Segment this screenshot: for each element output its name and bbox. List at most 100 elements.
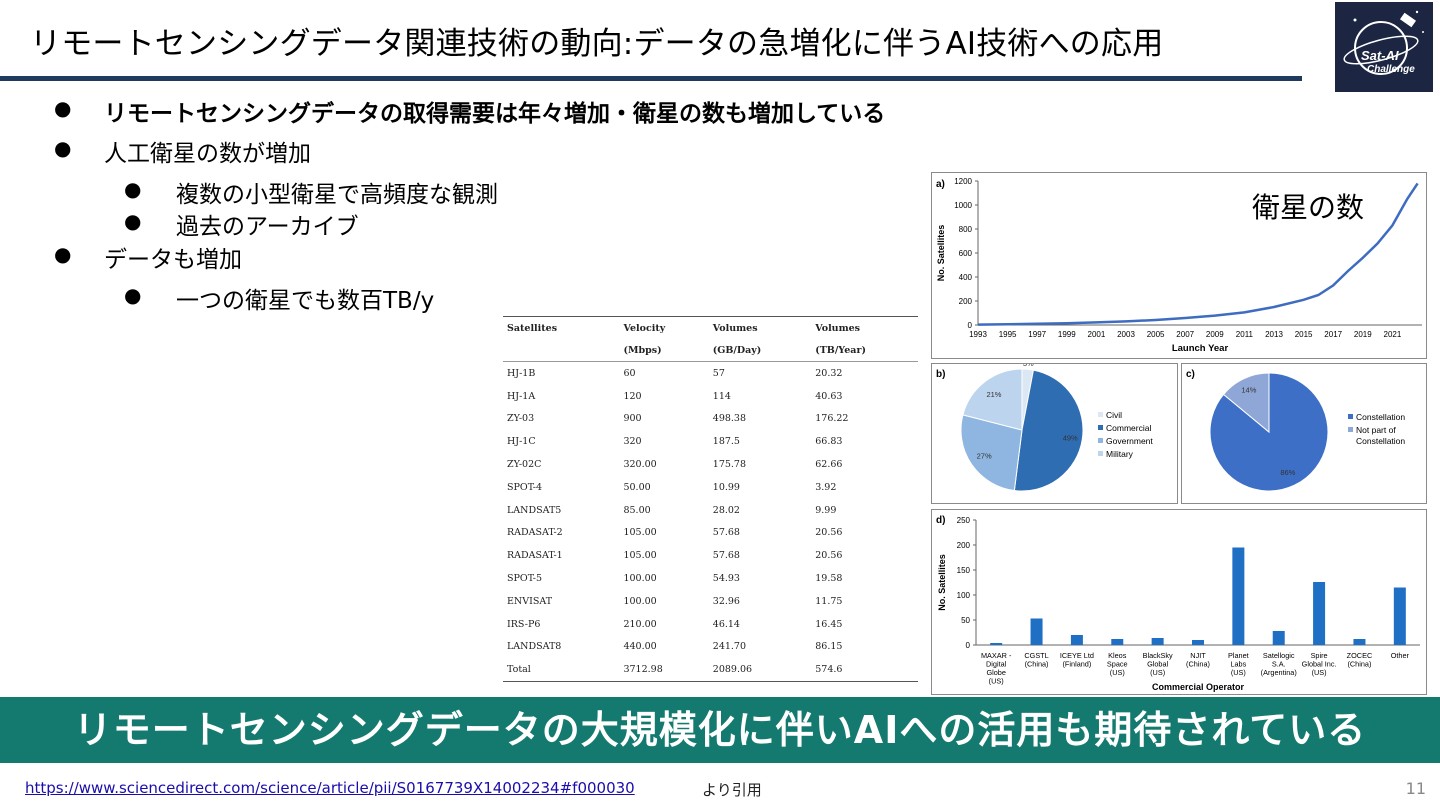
table-cell: 3.92 xyxy=(815,481,837,493)
y-tick-label: 0 xyxy=(966,641,971,650)
legend-label: Government xyxy=(1106,436,1153,446)
table-header-cell: (TB/Year) xyxy=(811,339,918,362)
bar xyxy=(1393,587,1406,645)
x-category-label: Global Inc. xyxy=(1302,660,1337,669)
table-row: ZY-02C 320.00 175.78 62.66 xyxy=(503,453,918,476)
satellite-count-line-chart: a) 0 200 400 600 800 1000 1200 1993 1995 1997 1999 2… xyxy=(936,177,1422,354)
table-cell: ZY-02C xyxy=(507,459,542,471)
table-cell: 100.00 xyxy=(623,595,657,607)
table-header-row: Satellites Velocity Volumes Volumes xyxy=(503,317,918,340)
legend-swatch xyxy=(1348,427,1353,432)
table-cell: 57.68 xyxy=(712,527,740,539)
table-header-cell xyxy=(503,339,620,362)
x-tick-label: 2003 xyxy=(1117,330,1135,339)
bullet-dot-icon: ● xyxy=(124,283,142,307)
table-cell: 498.38 xyxy=(712,413,747,425)
x-tick-label: 2001 xyxy=(1088,330,1106,339)
table-cell: SPOT-4 xyxy=(507,481,543,493)
table-cell: ZY-03 xyxy=(507,413,535,425)
table-cell: 574.6 xyxy=(811,658,918,683)
sub-bullet-item: ● 過去のアーカイブ xyxy=(124,207,359,241)
table-cell: 11.75 xyxy=(815,595,843,607)
bullet-dot-icon: ● xyxy=(54,242,72,266)
x-category-label: (China) xyxy=(1025,660,1049,669)
pie-value-label: 27% xyxy=(977,452,992,461)
logo-text-line2: Challenge xyxy=(1367,64,1415,75)
table-row: IRS-P6 210.00 46.14 16.45 xyxy=(503,613,918,636)
sub-bullet-item: ● 一つの衛星でも数百TB/y xyxy=(124,281,434,315)
table-cell: IRS-P6 xyxy=(507,618,541,630)
bullet-text: 人工衛星の数が増加 xyxy=(104,141,311,167)
table-row: SPOT-5 100.00 54.93 19.58 xyxy=(503,567,918,590)
x-category-label: Space xyxy=(1107,660,1128,669)
bar xyxy=(1313,582,1326,645)
chart-panel-c: c) 86% 14% Constellation Not part of Constell… xyxy=(1181,363,1427,504)
pie-slice xyxy=(960,414,1023,492)
bullet-text: 複数の小型衛星で高頻度な観測 xyxy=(176,182,498,208)
logo-graphic-icon: Sat-AI Challenge xyxy=(1343,10,1424,75)
x-tick-label: 2021 xyxy=(1384,330,1402,339)
pie-value-label: 86% xyxy=(1280,468,1295,477)
legend-label: Military xyxy=(1106,449,1134,459)
y-tick-label: 600 xyxy=(959,249,973,258)
x-category-label: Spire xyxy=(1311,651,1328,660)
table-cell: 2089.06 xyxy=(708,658,812,683)
table-cell: RADASAT-1 xyxy=(507,550,563,562)
x-category-label: Other xyxy=(1391,651,1410,660)
bar xyxy=(1192,640,1204,645)
y-tick-label: 200 xyxy=(959,297,973,306)
bar xyxy=(1232,547,1245,645)
panel-letter: c) xyxy=(1186,369,1195,380)
legend-label: Constellation xyxy=(1356,436,1405,446)
table-cell: RADASAT-2 xyxy=(507,527,563,539)
pie-value-label: 14% xyxy=(1241,385,1256,394)
table-row: ZY-03 900 498.38 176.22 xyxy=(503,408,918,431)
table-cell: 32.96 xyxy=(712,595,740,607)
bar xyxy=(1353,639,1366,645)
logo-text-line1: Sat-AI xyxy=(1361,48,1399,63)
bullet-text: 過去のアーカイブ xyxy=(176,214,359,240)
table-header-cell: Satellites xyxy=(507,322,558,334)
x-category-label: (Argentina) xyxy=(1261,668,1297,677)
bullet-dot-icon: ● xyxy=(124,177,142,201)
x-category-label: Digital xyxy=(986,660,1007,669)
table-cell: 40.63 xyxy=(815,390,843,402)
table-cell: 176.22 xyxy=(815,413,849,425)
y-tick-label: 0 xyxy=(968,321,973,330)
x-category-label: Kleos xyxy=(1108,651,1127,660)
x-tick-label: 2013 xyxy=(1265,330,1283,339)
table-cell: 20.56 xyxy=(815,527,843,539)
table-row: Total 3712.98 2089.06 574.6 xyxy=(503,658,918,683)
chart-panel-d: d) 0 50 100 150 200 250 No. Satellites MAXAR - Di… xyxy=(931,509,1427,695)
legend-label: Commercial xyxy=(1106,423,1151,433)
table-cell: 3712.98 xyxy=(619,658,709,683)
bar xyxy=(1030,618,1043,645)
sat-ai-challenge-logo: Sat-AI Challenge xyxy=(1335,2,1433,92)
sub-bullet-item: ● 複数の小型衛星で高頻度な観測 xyxy=(124,175,498,209)
satellite-data-table: Satellites Velocity Volumes Volumes (Mbp… xyxy=(503,316,918,683)
legend-swatch xyxy=(1098,425,1103,430)
bar xyxy=(1272,631,1285,645)
legend-label: Civil xyxy=(1106,410,1122,420)
bar xyxy=(990,643,1003,645)
chart-panel-a: a) 0 200 400 600 800 1000 1200 1993 1995 1997 1999 2… xyxy=(931,172,1427,359)
x-tick-label: 2017 xyxy=(1324,330,1342,339)
bullet-item: ● リモートセンシングデータの取得需要は年々増加・衛星の数も増加している xyxy=(54,94,885,128)
table-row: LANDSAT8 440.00 241.70 86.15 xyxy=(503,636,918,659)
source-suffix: より引用 xyxy=(702,781,762,799)
table-cell: 19.58 xyxy=(815,573,843,585)
y-tick-label: 1200 xyxy=(954,177,972,186)
table-cell: HJ-1A xyxy=(507,390,536,402)
table-row: ENVISAT 100.00 32.96 11.75 xyxy=(503,590,918,613)
x-category-label: (US) xyxy=(1110,668,1125,677)
satellite-count-series-line xyxy=(977,182,1419,326)
x-category-label: Labs xyxy=(1230,660,1246,669)
table-cell: 9.99 xyxy=(815,504,837,516)
legend-swatch xyxy=(1098,412,1103,417)
table-cell: 54.93 xyxy=(712,573,740,585)
table-cell: 10.99 xyxy=(712,481,740,493)
legend-swatch xyxy=(1098,451,1103,456)
x-category-label: (Finland) xyxy=(1063,660,1092,669)
table-cell: 16.45 xyxy=(815,618,843,630)
source-link[interactable]: https://www.sciencedirect.com/science/ar… xyxy=(25,779,635,797)
